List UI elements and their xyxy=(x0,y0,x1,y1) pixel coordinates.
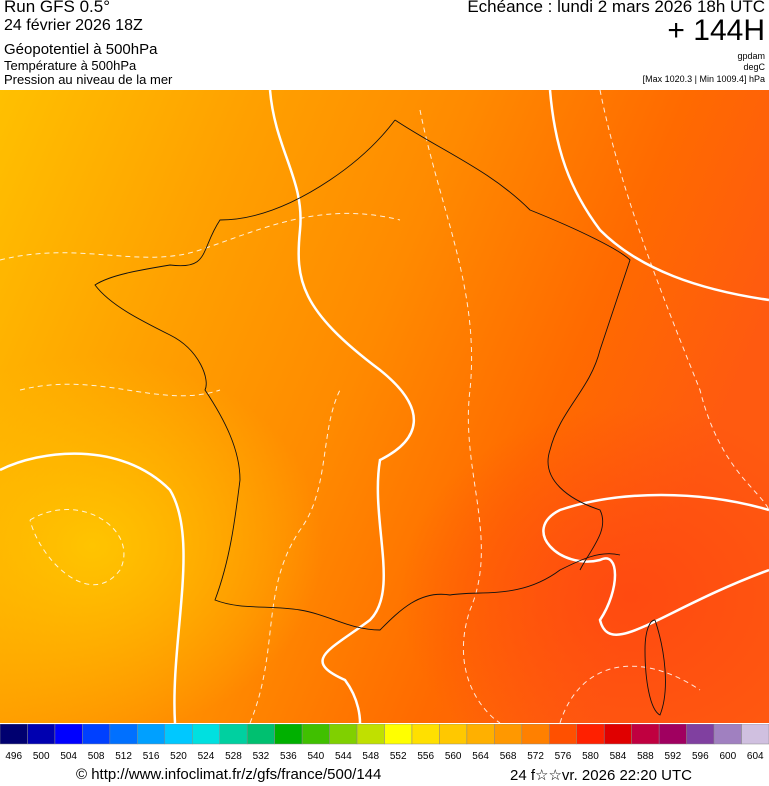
scale-swatch xyxy=(439,724,468,745)
scale-label: 540 xyxy=(307,751,324,762)
scale-swatch xyxy=(329,724,358,745)
scale-label: 560 xyxy=(445,751,462,762)
source: © http://www.infoclimat.fr/z/gfs/france/… xyxy=(76,766,382,783)
scale-label: 604 xyxy=(747,751,764,762)
temperature-contours xyxy=(0,90,769,723)
scale-swatch xyxy=(164,724,193,745)
scale-swatch xyxy=(54,724,83,745)
scale-label: 580 xyxy=(582,751,599,762)
scale-swatch xyxy=(27,724,56,745)
scale-swatch xyxy=(192,724,220,745)
scale-label: 584 xyxy=(610,751,627,762)
scale-label: 500 xyxy=(33,751,50,762)
scale-swatch xyxy=(741,724,769,745)
pressure-range: [Max 1020.3 | Min 1009.4] hPa xyxy=(642,74,765,84)
scale-swatch xyxy=(0,724,28,745)
scale-label: 588 xyxy=(637,751,654,762)
scale-swatch xyxy=(137,724,166,745)
scale-label: 600 xyxy=(719,751,736,762)
scale-label: 592 xyxy=(665,751,682,762)
scale-label: 564 xyxy=(472,751,489,762)
scale-swatch xyxy=(411,724,440,745)
scale-label: 556 xyxy=(417,751,434,762)
lead-time: + 144H xyxy=(667,14,765,47)
scale-label: 516 xyxy=(143,751,160,762)
field-shade xyxy=(0,90,769,723)
scale-label: 496 xyxy=(5,751,22,762)
scale-label: 544 xyxy=(335,751,352,762)
scale-swatch xyxy=(384,724,413,745)
scale-label: 512 xyxy=(115,751,132,762)
map xyxy=(0,90,769,723)
scale-label: 572 xyxy=(527,751,544,762)
scale-label: 524 xyxy=(198,751,215,762)
scale-label: 508 xyxy=(88,751,105,762)
scale-swatch xyxy=(274,724,303,745)
scale-label: 576 xyxy=(555,751,572,762)
scale-swatch xyxy=(521,724,550,745)
field: Géopotentiel à 500hPa xyxy=(4,41,158,58)
scale-swatch xyxy=(686,724,715,745)
coastline xyxy=(94,119,666,716)
geopotential-contours xyxy=(0,90,769,723)
scale-label: 548 xyxy=(362,751,379,762)
unit: gpdam xyxy=(737,51,765,61)
field: Pression au niveau de la mer xyxy=(4,72,173,87)
scale-label: 536 xyxy=(280,751,297,762)
scale-label: 504 xyxy=(60,751,77,762)
valid-time: Echéance : lundi 2 mars 2026 18h UTC xyxy=(467,0,765,16)
scale-swatch xyxy=(466,724,495,745)
scale-label: 552 xyxy=(390,751,407,762)
scale-label: 532 xyxy=(253,751,270,762)
scale-label: 596 xyxy=(692,751,709,762)
run-date: 24 février 2026 18Z xyxy=(4,17,143,34)
scale-label: 520 xyxy=(170,751,187,762)
scale-swatch xyxy=(549,724,577,745)
generated: 24 f☆☆vr. 2026 22:20 UTC xyxy=(510,767,692,784)
scale-swatch xyxy=(658,724,687,745)
field: Température à 500hPa xyxy=(4,58,137,73)
scale-swatch xyxy=(356,724,385,745)
scale-swatch xyxy=(301,724,330,745)
unit: degC xyxy=(743,62,765,72)
scale-label: 528 xyxy=(225,751,242,762)
scale-label: 568 xyxy=(500,751,517,762)
scale-swatch xyxy=(246,724,275,745)
run: Run GFS 0.5° xyxy=(4,0,111,16)
scale-swatch xyxy=(713,724,742,745)
scale-swatch xyxy=(603,724,632,745)
scale-swatch xyxy=(494,724,523,745)
scale-swatch xyxy=(219,724,248,745)
scale-swatch xyxy=(109,724,138,745)
color-scale: 496 500 504 508 512 516 520 524 528 532 536 540 544 5… xyxy=(0,724,769,762)
scale-swatch xyxy=(82,724,111,745)
scale-swatch xyxy=(576,724,605,745)
scale-swatch xyxy=(631,724,660,745)
